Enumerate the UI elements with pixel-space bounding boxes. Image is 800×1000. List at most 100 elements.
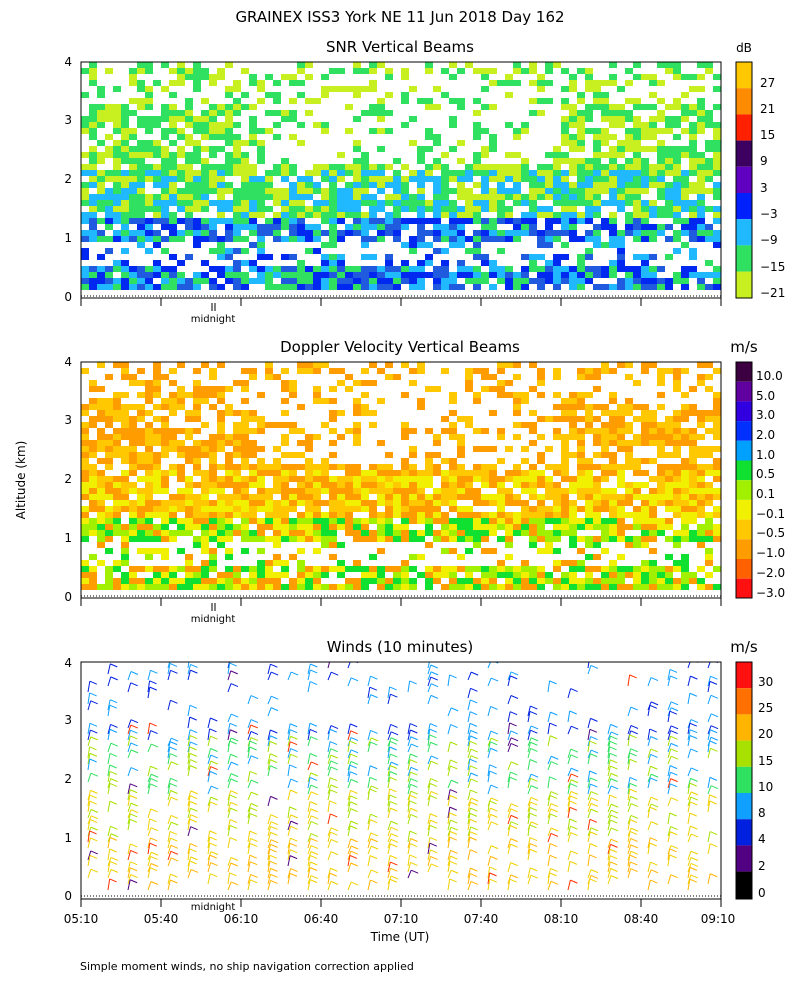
heat-cell bbox=[457, 182, 465, 188]
heat-cell bbox=[537, 74, 545, 80]
wind-barb-stem bbox=[407, 808, 411, 819]
heat-cell bbox=[561, 182, 569, 188]
heat-cell bbox=[497, 170, 505, 176]
heat-cell bbox=[273, 578, 281, 584]
wind-barb-flag bbox=[330, 867, 338, 872]
wind-barb-stem bbox=[607, 736, 611, 747]
heat-cell bbox=[153, 572, 161, 578]
heat-cell bbox=[97, 470, 105, 476]
heat-cell bbox=[81, 506, 89, 512]
heat-cell bbox=[585, 194, 593, 200]
heat-cell bbox=[345, 470, 353, 476]
wind-barb-flag bbox=[109, 878, 117, 883]
heat-cell bbox=[281, 422, 289, 428]
heat-cell bbox=[625, 458, 633, 464]
heat-cell bbox=[209, 74, 217, 80]
wind-barb-flag bbox=[350, 730, 358, 735]
wind-barb-flag bbox=[270, 671, 279, 676]
heat-cell bbox=[457, 224, 465, 230]
wind-barb-stem bbox=[467, 759, 471, 771]
heat-cell bbox=[281, 536, 289, 542]
heat-cell bbox=[673, 236, 681, 242]
heat-cell bbox=[377, 200, 385, 206]
heat-cell bbox=[681, 470, 689, 476]
heat-cell bbox=[713, 158, 721, 164]
heat-cell bbox=[321, 398, 329, 404]
heat-cell bbox=[649, 560, 657, 566]
heat-cell bbox=[97, 188, 105, 194]
wind-barb-stem bbox=[427, 683, 432, 693]
heat-cell bbox=[473, 206, 481, 212]
heat-cell bbox=[137, 410, 145, 416]
wind-barb-stem bbox=[187, 843, 191, 855]
heat-cell bbox=[137, 272, 145, 278]
heat-cell bbox=[297, 404, 305, 410]
heat-cell bbox=[433, 284, 441, 290]
heat-cell bbox=[425, 500, 433, 506]
heat-cell bbox=[545, 476, 553, 482]
heat-cell bbox=[537, 212, 545, 218]
heat-cell bbox=[545, 488, 553, 494]
wind-barb-stem bbox=[487, 662, 492, 669]
heat-cell bbox=[361, 158, 369, 164]
heat-cell bbox=[609, 572, 617, 578]
heat-cell bbox=[513, 518, 521, 524]
wind-barb-flag bbox=[249, 861, 258, 866]
heat-cell bbox=[657, 230, 665, 236]
heat-cell bbox=[105, 404, 113, 410]
wind-barb-flag bbox=[309, 855, 318, 859]
heat-cell bbox=[137, 266, 145, 272]
wind-barb-stem bbox=[147, 852, 152, 861]
heat-cell bbox=[145, 566, 153, 572]
heat-cell bbox=[249, 566, 257, 572]
wind-barbs bbox=[87, 662, 719, 891]
heat-cell bbox=[713, 86, 721, 92]
heat-cell bbox=[689, 110, 697, 116]
heat-cell bbox=[489, 164, 497, 170]
heat-cell bbox=[161, 434, 169, 440]
heat-cell bbox=[665, 188, 673, 194]
heat-cell bbox=[657, 464, 665, 470]
heat-cell bbox=[361, 536, 369, 542]
heat-cell bbox=[361, 572, 369, 578]
heat-cell bbox=[401, 572, 409, 578]
heat-cell bbox=[377, 236, 385, 242]
heat-cell bbox=[241, 518, 249, 524]
heat-cell bbox=[457, 566, 465, 572]
heat-cell bbox=[529, 566, 537, 572]
heat-cell bbox=[697, 152, 705, 158]
heat-cell bbox=[153, 200, 161, 206]
heat-cell bbox=[241, 152, 249, 158]
wind-barb-flag bbox=[190, 807, 198, 812]
heat-cell bbox=[673, 386, 681, 392]
wind-barb-stem bbox=[267, 759, 271, 771]
heat-cell bbox=[329, 254, 337, 260]
heat-cell bbox=[625, 68, 633, 74]
heat-cell bbox=[577, 458, 585, 464]
wind-barb-flag bbox=[611, 809, 619, 814]
wind-barb-flag bbox=[470, 687, 478, 692]
heat-cell bbox=[665, 128, 673, 134]
heat-cell bbox=[121, 236, 129, 242]
heat-cell bbox=[385, 374, 393, 380]
wind-barb-flag bbox=[530, 777, 538, 782]
wind-barb-flag bbox=[330, 827, 339, 832]
wind-barb-stem bbox=[247, 879, 251, 891]
wind-barb-flag bbox=[410, 771, 418, 776]
wind-barb-stem bbox=[107, 878, 111, 891]
heat-cell bbox=[489, 470, 497, 476]
heat-cell bbox=[369, 380, 377, 386]
wind-barb-flag bbox=[429, 728, 438, 733]
wind-barb-flag bbox=[489, 770, 497, 775]
heat-cell bbox=[281, 452, 289, 458]
heat-cell bbox=[513, 218, 521, 224]
heat-cell bbox=[233, 446, 241, 452]
wind-barb-flag bbox=[430, 819, 438, 824]
heat-cell bbox=[305, 470, 313, 476]
heat-cell bbox=[97, 560, 105, 566]
heat-cell bbox=[617, 182, 625, 188]
heat-cell bbox=[81, 560, 89, 566]
heat-cell bbox=[497, 566, 505, 572]
heat-cell bbox=[137, 476, 145, 482]
heat-cell bbox=[585, 128, 593, 134]
